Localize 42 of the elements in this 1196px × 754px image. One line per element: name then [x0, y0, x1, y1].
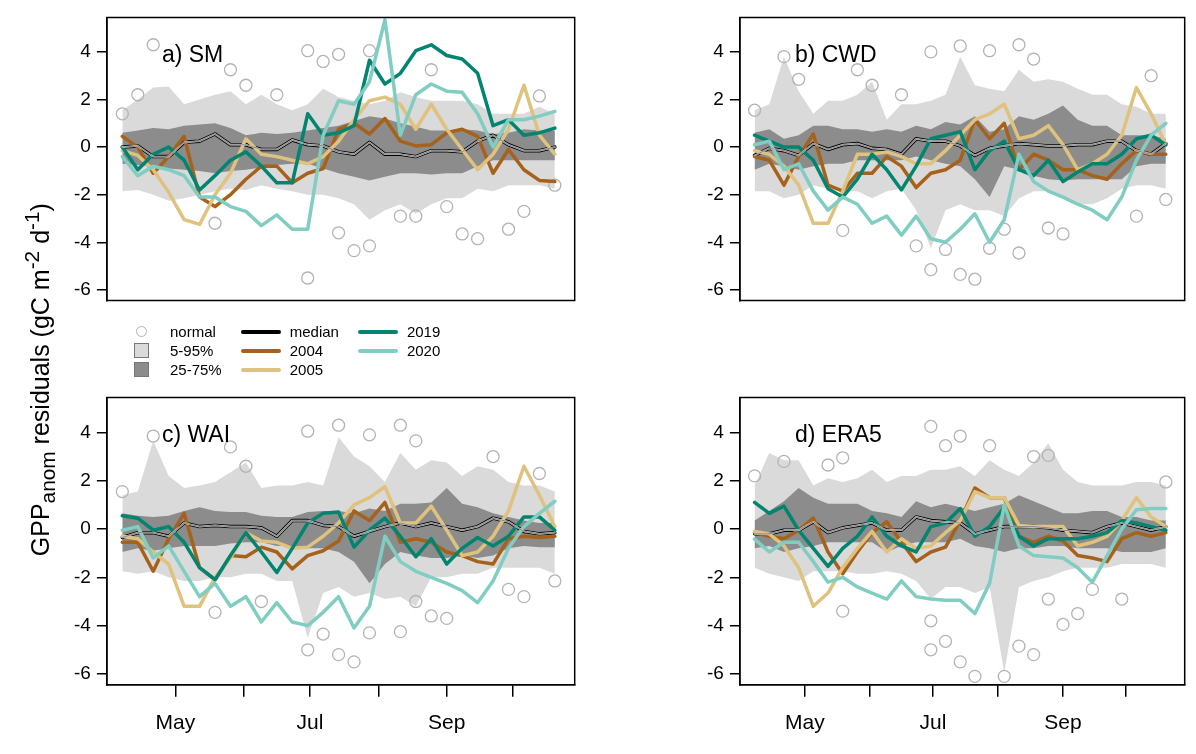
y-tick-label: -2 [73, 565, 91, 587]
y-tick-label: -6 [706, 662, 724, 684]
legend-label: normal [170, 323, 216, 340]
y-tick-label: 0 [713, 517, 724, 539]
y-tick-label: -2 [73, 182, 91, 204]
y-tick-label: -6 [706, 278, 724, 300]
legend-label: 2020 [406, 342, 441, 359]
x-tick-label: Jul [296, 710, 324, 734]
legend-label: 2019 [406, 323, 441, 340]
y-tick-label: 2 [80, 87, 91, 109]
y-tick-label: 4 [80, 40, 92, 62]
y-tick-label: -6 [73, 662, 91, 684]
text: b) CWD [794, 41, 877, 68]
text: d) ERA5 [794, 421, 882, 448]
y-tick-label: -2 [706, 565, 724, 587]
y-tick-label: -4 [73, 613, 92, 635]
y-tick-label: 0 [80, 135, 91, 157]
x-tick-label: May [155, 710, 196, 734]
y-tick-label: -6 [73, 278, 91, 300]
x-tick-label: Sep [428, 710, 466, 734]
legend-label: 5-95% [170, 342, 214, 359]
y-tick-label: -4 [706, 230, 725, 252]
text: a) SM [161, 41, 224, 68]
y-tick-label: 2 [713, 87, 724, 109]
y-tick-label: -4 [73, 230, 92, 252]
y-tick-label: 2 [713, 468, 724, 490]
y-tick-label: 2 [80, 468, 91, 490]
x-tick-label: Jul [919, 710, 947, 734]
y-tick-label: 0 [713, 135, 724, 157]
x-tick-label: Sep [1044, 710, 1082, 734]
x-tick-label: May [785, 710, 826, 734]
legend-label: median [289, 323, 339, 340]
y-tick-label: -4 [706, 613, 725, 635]
text: c) WAI [161, 421, 231, 448]
y-tick-label: 4 [713, 40, 725, 62]
legend-label: 25-75% [170, 361, 222, 378]
y-tick-label: 4 [80, 420, 92, 442]
y-tick-label: 4 [713, 420, 725, 442]
y-tick-label: 0 [80, 517, 91, 539]
legend-label: 2005 [289, 361, 324, 378]
y-tick-label: -2 [706, 182, 724, 204]
legend-label: 2004 [289, 342, 324, 359]
